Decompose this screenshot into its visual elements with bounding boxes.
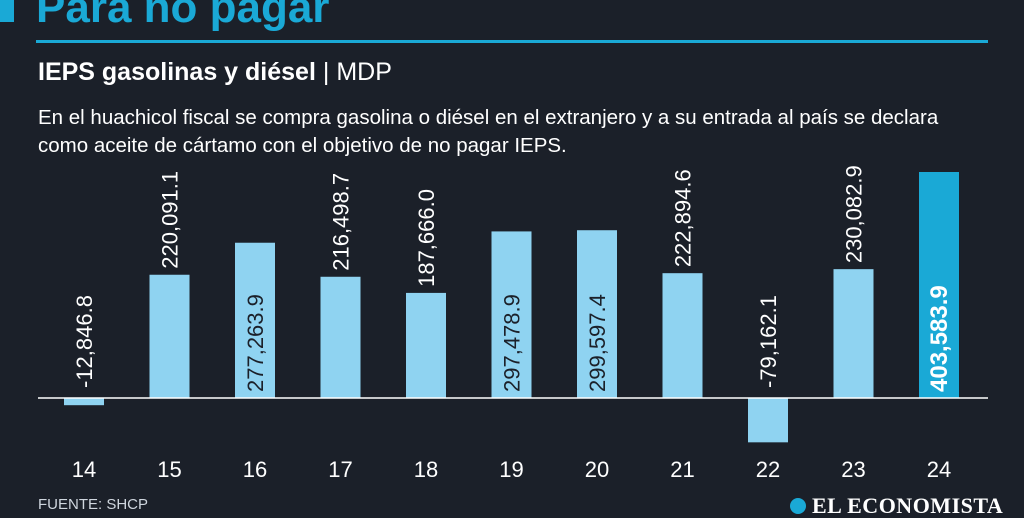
bar-18 — [406, 292, 446, 398]
value-label-14: -12,846.8 — [72, 295, 97, 388]
chart-description: En el huachicol fiscal se compra gasolin… — [38, 106, 939, 157]
bar-19 — [491, 231, 532, 398]
bar-14 — [64, 398, 104, 406]
x-tick-20: 20 — [585, 457, 609, 482]
value-label-23: 230,082.9 — [842, 165, 867, 263]
bar-23 — [833, 269, 874, 398]
value-labels-layer: -12,846.8 220,091.1 277,263.9 216,498.7 187,… — [72, 165, 953, 392]
x-tick-19: 19 — [499, 457, 523, 482]
value-label-18: 187,666.0 — [414, 189, 439, 287]
x-tick-16: 16 — [243, 457, 267, 482]
subtitle-title: IEPS gasolinas y diésel — [38, 58, 316, 86]
bar-22 — [748, 398, 788, 443]
x-tick-22: 22 — [756, 457, 780, 482]
value-label-16: 277,263.9 — [243, 294, 268, 392]
bars-layer — [64, 171, 959, 443]
value-label-22: -79,162.1 — [756, 295, 781, 388]
x-tick-24: 24 — [927, 457, 951, 482]
subtitle-unit: MDP — [336, 58, 392, 86]
title-rule — [36, 40, 988, 43]
x-tick-14: 14 — [72, 457, 96, 482]
subtitle-separator: | — [322, 58, 330, 86]
bar-17 — [320, 276, 361, 398]
value-label-20: 299,597.4 — [585, 294, 610, 392]
bar-20 — [577, 230, 617, 398]
brand-logo: EL ECONOMISTA — [790, 494, 1003, 518]
bar-15 — [149, 274, 190, 398]
value-label-17: 216,498.7 — [329, 173, 354, 271]
x-tick-21: 21 — [670, 457, 694, 482]
value-label-15: 220,091.1 — [158, 171, 183, 269]
x-tick-labels-layer: 14 15 16 17 18 19 20 21 22 23 24 — [72, 457, 951, 482]
value-label-21: 222,894.6 — [671, 169, 696, 267]
value-label-24: 403,583.9 — [926, 285, 953, 392]
bar-24 — [919, 171, 959, 398]
source-note: FUENTE: SHCP — [38, 496, 149, 513]
x-tick-17: 17 — [328, 457, 352, 482]
x-tick-15: 15 — [157, 457, 181, 482]
chart-subtitle: IEPS gasolinas y diésel | MDP — [38, 56, 392, 88]
bar-16 — [235, 242, 275, 398]
accent-block — [0, 0, 14, 22]
headline: Para no pagar — [36, 0, 330, 32]
x-tick-18: 18 — [414, 457, 438, 482]
x-tick-23: 23 — [841, 457, 865, 482]
brand-name: EL ECONOMISTA — [812, 493, 1004, 518]
brand-mark-icon — [790, 498, 806, 514]
bar-21 — [662, 273, 703, 398]
value-label-19: 297,478.9 — [500, 294, 525, 392]
